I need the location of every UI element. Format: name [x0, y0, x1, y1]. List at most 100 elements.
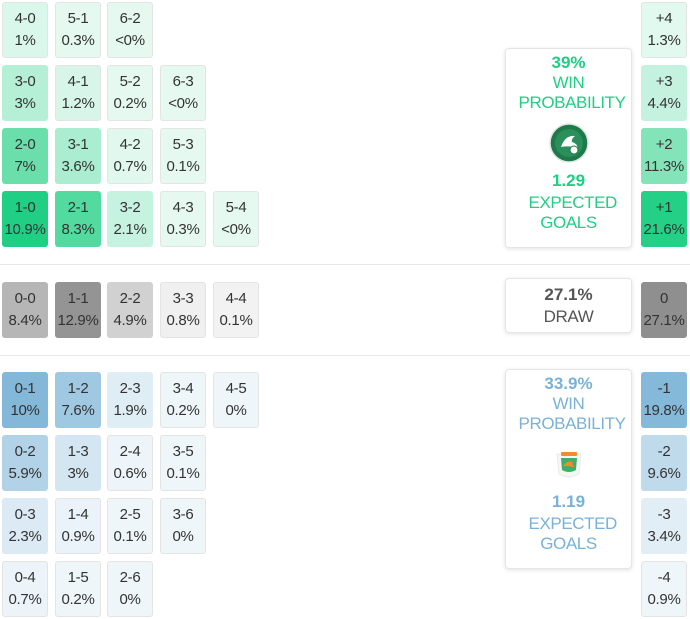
- scoreline-cell: 2-1 8.3%: [55, 191, 101, 247]
- away-win-percent: 33.9%: [544, 374, 593, 393]
- score-label: 1-0: [14, 199, 36, 216]
- score-label: 5-1: [67, 10, 89, 27]
- score-label: 6-2: [119, 10, 141, 27]
- scoreline-cell: 2-5 0.1%: [107, 498, 153, 554]
- probability-label: 4.9%: [113, 312, 147, 329]
- home-xg-label: EXPECTED GOALS: [528, 193, 618, 232]
- scoreline-cell: 3-0 3%: [2, 65, 48, 121]
- away-expected-goals: 1.19: [551, 492, 586, 511]
- home-team-crest-icon: [548, 123, 589, 163]
- probability-label: 0.3%: [61, 32, 95, 49]
- score-label: 1-5: [67, 569, 89, 586]
- home-win-card: 39% WIN PROBABILITY 1.29 EXPECTED GOALS: [505, 48, 632, 248]
- draw-card: 27.1% DRAW: [505, 278, 632, 333]
- score-label: 2-5: [119, 506, 141, 523]
- score-label: 6-3: [172, 73, 194, 90]
- draw-label: DRAW: [543, 306, 594, 326]
- score-label: +2: [655, 136, 673, 153]
- margin-cell: -3 3.4%: [641, 498, 687, 554]
- probability-label: 0.2%: [166, 402, 200, 419]
- away-xg-label: EXPECTED GOALS: [528, 514, 618, 553]
- probability-label: 0.2%: [61, 591, 95, 608]
- scoreline-cell: 1-4 0.9%: [55, 498, 101, 554]
- score-label: 3-1: [67, 136, 89, 153]
- margin-cell: +4 1.3%: [641, 2, 687, 58]
- score-label: 2-1: [67, 199, 89, 216]
- probability-label: 10%: [10, 402, 40, 419]
- scoreline-cell: 1-5 0.2%: [55, 561, 101, 617]
- draw-percent: 27.1%: [544, 284, 593, 304]
- scoreline-cell: 4-0 1%: [2, 2, 48, 58]
- scoreline-cell: 3-2 2.1%: [107, 191, 153, 247]
- probability-label: 2.1%: [113, 221, 147, 238]
- scoreline-cell: 1-2 7.6%: [55, 372, 101, 428]
- home-win-percent: 39%: [551, 53, 586, 72]
- scoreline-cell: 0-3 2.3%: [2, 498, 48, 554]
- probability-label: 0.1%: [113, 528, 147, 545]
- probability-label: 0.1%: [166, 465, 200, 482]
- scoreline-cell: 5-3 0.1%: [160, 128, 206, 184]
- probability-label: 12.9%: [57, 312, 99, 329]
- score-label: 4-1: [67, 73, 89, 90]
- scoreline-cell: 4-5 0%: [213, 372, 259, 428]
- section-divider: [0, 264, 690, 265]
- score-label: 4-5: [225, 380, 247, 397]
- score-label: 3-3: [172, 290, 194, 307]
- scoreline-cell: 2-3 1.9%: [107, 372, 153, 428]
- score-label: 0: [659, 290, 669, 307]
- margin-cell: +3 4.4%: [641, 65, 687, 121]
- away-win-card: 33.9% WIN PROBABILITY 1.19 EXPECTED GOAL…: [505, 369, 632, 569]
- probability-label: 1%: [14, 32, 36, 49]
- probability-label: 0%: [172, 528, 194, 545]
- scoreline-cell: 6-2 <0%: [107, 2, 153, 58]
- away-team-crest-icon: [549, 444, 589, 484]
- scoreline-cell: 3-3 0.8%: [160, 282, 206, 338]
- scoreline-cell: 2-2 4.9%: [107, 282, 153, 338]
- scoreline-cell: 2-6 0%: [107, 561, 153, 617]
- score-label: 0-2: [14, 443, 36, 460]
- scoreline-cell: 0-0 8.4%: [2, 282, 48, 338]
- probability-label: 11.3%: [644, 158, 684, 175]
- probability-label: 1.9%: [113, 402, 147, 419]
- scoreline-cell: 5-4 <0%: [213, 191, 259, 247]
- score-label: -3: [657, 506, 671, 523]
- probability-label: 19.8%: [643, 402, 685, 419]
- scoreline-cell: 4-4 0.1%: [213, 282, 259, 338]
- probability-label: 0.8%: [166, 312, 200, 329]
- section-divider: [0, 355, 690, 356]
- scoreline-cell: 2-4 0.6%: [107, 435, 153, 491]
- score-label: 5-2: [119, 73, 141, 90]
- probability-label: 0.1%: [219, 312, 253, 329]
- score-label: 0-3: [14, 506, 36, 523]
- probability-label: 7.6%: [61, 402, 95, 419]
- scoreline-cell: 3-4 0.2%: [160, 372, 206, 428]
- probability-label: 7%: [14, 158, 36, 175]
- score-label: 3-6: [172, 506, 194, 523]
- score-label: -1: [657, 380, 671, 397]
- margin-cell: +2 11.3%: [641, 128, 687, 184]
- margin-cell: -1 19.8%: [641, 372, 687, 428]
- probability-label: 0%: [225, 402, 247, 419]
- scoreline-cell: 1-3 3%: [55, 435, 101, 491]
- score-label: +1: [655, 199, 673, 216]
- probability-label: 3%: [67, 465, 89, 482]
- score-label: 4-0: [14, 10, 36, 27]
- score-label: 3-5: [172, 443, 194, 460]
- scoreline-cell: 3-5 0.1%: [160, 435, 206, 491]
- probability-label: 0.3%: [166, 221, 200, 238]
- scoreline-cell: 4-1 1.2%: [55, 65, 101, 121]
- probability-label: 0.9%: [647, 591, 681, 608]
- probability-label: <0%: [221, 221, 251, 238]
- probability-label: 0.7%: [113, 158, 147, 175]
- probability-label: 4.4%: [647, 95, 681, 112]
- scoreline-cell: 1-1 12.9%: [55, 282, 101, 338]
- scoreline-cell: 6-3 <0%: [160, 65, 206, 121]
- score-label: 1-4: [67, 506, 89, 523]
- probability-label: <0%: [168, 95, 198, 112]
- probability-label: 3.6%: [61, 158, 95, 175]
- probability-label: 3.4%: [647, 528, 681, 545]
- probability-label: 8.4%: [8, 312, 42, 329]
- scoreline-cell: 4-2 0.7%: [107, 128, 153, 184]
- probability-label: 1.2%: [61, 95, 95, 112]
- probability-label: <0%: [115, 32, 145, 49]
